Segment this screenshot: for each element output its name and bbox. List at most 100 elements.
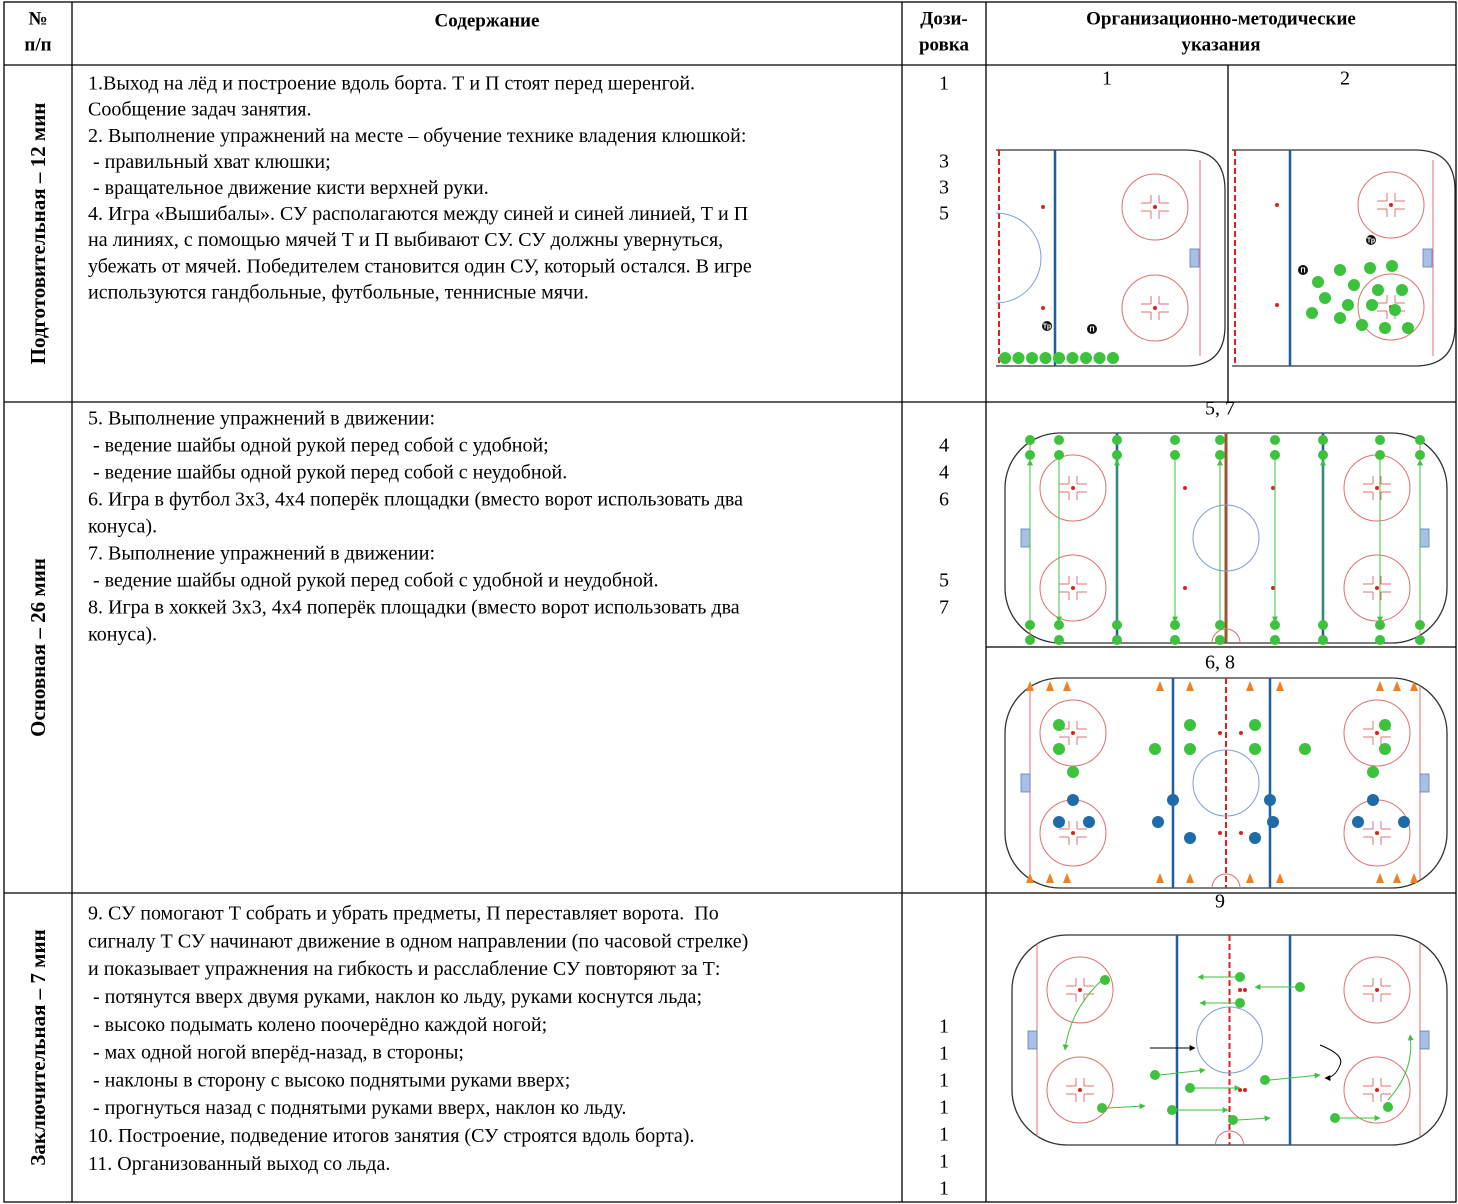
header-cell: п/п: [24, 34, 51, 55]
player: [1235, 972, 1245, 982]
player: [1054, 435, 1064, 445]
player: [1375, 988, 1379, 992]
header-cell: №: [28, 8, 47, 29]
player: [1267, 816, 1279, 828]
dosage: 4: [939, 462, 949, 484]
cone: [1026, 873, 1034, 883]
player: [1318, 435, 1328, 445]
faceoff-circle: [1343, 956, 1411, 1024]
player: [1366, 235, 1376, 245]
player: [1078, 988, 1082, 992]
player: [1275, 203, 1279, 207]
player: [1364, 262, 1376, 274]
player: [1149, 743, 1161, 755]
player: [1170, 635, 1180, 645]
player: [1375, 635, 1385, 645]
player: [1383, 1102, 1393, 1112]
player: [1239, 831, 1243, 835]
player: [1271, 486, 1275, 490]
player: [1379, 322, 1391, 334]
player: [1295, 982, 1305, 992]
dosage: 1: [939, 1151, 949, 1173]
player: [1100, 975, 1110, 985]
player: [1183, 586, 1187, 590]
ref-arc: [1211, 628, 1241, 644]
header-cell: Содержание: [435, 10, 540, 31]
player: [1375, 731, 1379, 735]
player: [1389, 304, 1401, 316]
player: [1239, 731, 1243, 735]
content-line: - потянутся вверх двумя руками, наклон к…: [88, 986, 702, 1008]
faceoff-circle: [1357, 273, 1425, 341]
player: [1054, 450, 1064, 460]
player-marker: П: [1089, 326, 1094, 333]
player: [1215, 450, 1225, 460]
content-line: сигналу Т СУ начинают движение в одном н…: [88, 930, 748, 952]
diagram-label: 6, 8: [1205, 652, 1235, 674]
content-line: 10. Построение, подведение итогов заняти…: [88, 1125, 694, 1147]
cone: [1376, 681, 1384, 691]
dosage: 1: [939, 1124, 949, 1146]
cone: [1063, 873, 1071, 883]
diagram-label: 2: [1340, 68, 1350, 90]
player: [1218, 831, 1222, 835]
goal: [1419, 528, 1430, 548]
player: [1375, 586, 1379, 590]
player: [1039, 352, 1052, 364]
player: [1184, 832, 1196, 844]
player: [1270, 635, 1280, 645]
table-border: [3, 1, 1457, 1203]
content-line: на линиях, с помощью мячей Т и П выбиваю…: [88, 229, 723, 251]
cone: [1276, 681, 1284, 691]
content-line: - высоко подымать колено поочерёдно кажд…: [88, 1014, 547, 1036]
cone: [1186, 681, 1194, 691]
cone: [1186, 873, 1194, 883]
player: [1170, 435, 1180, 445]
player: [1112, 450, 1122, 460]
content-line: 9. СУ помогают Т собрать и убрать предме…: [88, 903, 719, 925]
player: [1375, 435, 1385, 445]
goal: [1419, 773, 1430, 793]
player: [1054, 635, 1064, 645]
player: [1260, 1075, 1270, 1085]
cone: [1046, 681, 1054, 691]
content-line: 6. Игра в футбол 3х3, 4х4 поперёк площад…: [88, 489, 743, 511]
content-line: - прогнуться назад с поднятыми руками вв…: [88, 1097, 626, 1119]
player: [1228, 1115, 1238, 1125]
player: [1312, 276, 1324, 288]
skating-path: [1062, 979, 1103, 1051]
player: [1153, 205, 1157, 209]
player: [1067, 794, 1079, 806]
goal: [1189, 248, 1200, 268]
player: [1183, 486, 1187, 490]
player: [1379, 719, 1391, 731]
player-marker: Тр: [1367, 237, 1375, 244]
player: [1042, 321, 1052, 331]
player: [1080, 352, 1092, 364]
dosage: 4: [939, 435, 949, 457]
player: [1025, 620, 1035, 630]
faceoff-circle: [1121, 173, 1189, 241]
player: [1218, 731, 1222, 735]
player: [1271, 586, 1275, 590]
content-line: и показывает упражнения на гибкость и ра…: [88, 958, 720, 980]
center-circle: [1192, 749, 1260, 817]
content-line: 5. Выполнение упражнений в движении:: [88, 408, 435, 430]
player: [1152, 816, 1164, 828]
content-line: - правильный хват клюшки;: [88, 151, 331, 173]
player: [1415, 620, 1425, 630]
cone: [1046, 873, 1054, 883]
player: [1185, 1083, 1195, 1093]
section-label: Основная – 26 мин: [26, 558, 50, 737]
content-line: убежать от мячей. Победителем становится…: [88, 255, 752, 277]
player: [1167, 794, 1179, 806]
header-cell: Дози-: [920, 8, 967, 29]
dosage: 1: [939, 1016, 949, 1038]
player: [1071, 486, 1075, 490]
content-line: - наклоны в сторону с высоко поднятыми р…: [88, 1069, 570, 1091]
player: [1041, 205, 1045, 209]
player: [1053, 743, 1065, 755]
player: [1071, 731, 1075, 735]
player: [1243, 1088, 1247, 1092]
player: [1375, 1088, 1379, 1092]
